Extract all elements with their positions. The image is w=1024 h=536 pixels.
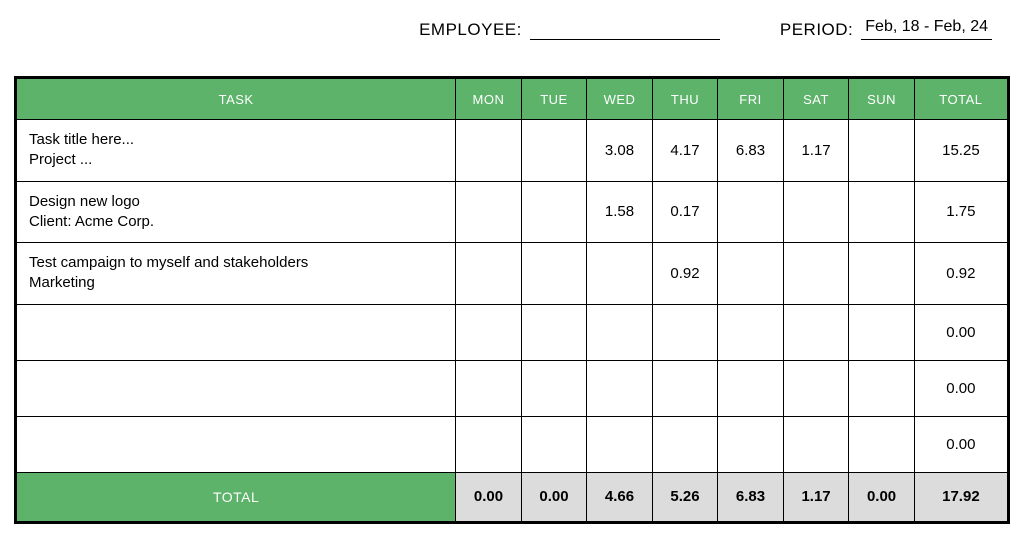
footer-grand-total: 17.92 — [914, 472, 1008, 522]
employee-field: EMPLOYEE: — [419, 18, 720, 40]
day-cell — [718, 416, 784, 472]
task-cell — [16, 360, 456, 416]
day-cell — [849, 360, 915, 416]
footer-wed: 4.66 — [587, 472, 653, 522]
day-cell — [849, 243, 915, 305]
day-cell — [456, 416, 522, 472]
task-cell: Test campaign to myself and stakeholders… — [16, 243, 456, 305]
task-cell: Task title here...Project ... — [16, 120, 456, 182]
day-cell — [783, 360, 849, 416]
header: EMPLOYEE: PERIOD: Feb, 18 - Feb, 24 — [14, 18, 1010, 40]
col-fri: FRI — [718, 78, 784, 120]
col-sun: SUN — [849, 78, 915, 120]
task-subtitle: Marketing — [29, 273, 443, 293]
footer-total-label: TOTAL — [16, 472, 456, 522]
table-footer: TOTAL 0.00 0.00 4.66 5.26 6.83 1.17 0.00… — [16, 472, 1009, 522]
row-total: 0.00 — [914, 360, 1008, 416]
footer-tue: 0.00 — [521, 472, 587, 522]
table-header: TASK MON TUE WED THU FRI SAT SUN TOTAL — [16, 78, 1009, 120]
employee-label: EMPLOYEE: — [419, 20, 522, 40]
timesheet-table: TASK MON TUE WED THU FRI SAT SUN TOTAL T… — [14, 76, 1010, 524]
day-cell: 3.08 — [587, 120, 653, 182]
day-cell — [587, 416, 653, 472]
task-cell: Design new logoClient: Acme Corp. — [16, 181, 456, 243]
employee-value[interactable] — [530, 18, 720, 40]
day-cell — [456, 304, 522, 360]
day-cell — [849, 416, 915, 472]
footer-thu: 5.26 — [652, 472, 718, 522]
footer-mon: 0.00 — [456, 472, 522, 522]
table-body: Task title here...Project ... 3.084.176.8… — [16, 120, 1009, 473]
col-task: TASK — [16, 78, 456, 120]
day-cell — [587, 243, 653, 305]
day-cell: 0.17 — [652, 181, 718, 243]
col-mon: MON — [456, 78, 522, 120]
task-title: Task title here... — [29, 130, 443, 150]
day-cell: 1.17 — [783, 120, 849, 182]
day-cell — [652, 304, 718, 360]
day-cell — [718, 304, 784, 360]
day-cell — [783, 243, 849, 305]
task-cell — [16, 416, 456, 472]
table-row: Test campaign to myself and stakeholders… — [16, 243, 1009, 305]
period-value[interactable]: Feb, 18 - Feb, 24 — [861, 18, 992, 40]
col-tue: TUE — [521, 78, 587, 120]
day-cell — [456, 181, 522, 243]
day-cell — [718, 243, 784, 305]
task-title: Test campaign to myself and stakeholders — [29, 253, 443, 273]
day-cell — [521, 360, 587, 416]
footer-fri: 6.83 — [718, 472, 784, 522]
day-cell — [652, 360, 718, 416]
task-subtitle: Client: Acme Corp. — [29, 212, 443, 232]
row-total: 1.75 — [914, 181, 1008, 243]
row-total: 15.25 — [914, 120, 1008, 182]
day-cell — [718, 360, 784, 416]
footer-sat: 1.17 — [783, 472, 849, 522]
row-total: 0.00 — [914, 416, 1008, 472]
table-row: 0.00 — [16, 416, 1009, 472]
table-row: Task title here...Project ... 3.084.176.8… — [16, 120, 1009, 182]
day-cell: 1.58 — [587, 181, 653, 243]
day-cell — [783, 304, 849, 360]
footer-sun: 0.00 — [849, 472, 915, 522]
day-cell — [521, 416, 587, 472]
day-cell — [783, 181, 849, 243]
day-cell — [783, 416, 849, 472]
period-field: PERIOD: Feb, 18 - Feb, 24 — [780, 18, 992, 40]
table-row: 0.00 — [16, 360, 1009, 416]
row-total: 0.92 — [914, 243, 1008, 305]
task-subtitle: Project ... — [29, 150, 443, 170]
day-cell — [521, 304, 587, 360]
day-cell — [849, 120, 915, 182]
col-sat: SAT — [783, 78, 849, 120]
day-cell — [521, 181, 587, 243]
day-cell — [587, 304, 653, 360]
day-cell — [652, 416, 718, 472]
table-row: Design new logoClient: Acme Corp. 1.580.1… — [16, 181, 1009, 243]
period-label: PERIOD: — [780, 20, 853, 40]
day-cell — [456, 243, 522, 305]
row-total: 0.00 — [914, 304, 1008, 360]
col-thu: THU — [652, 78, 718, 120]
day-cell: 4.17 — [652, 120, 718, 182]
table-row: 0.00 — [16, 304, 1009, 360]
day-cell — [521, 243, 587, 305]
day-cell — [456, 360, 522, 416]
day-cell — [849, 304, 915, 360]
day-cell — [718, 181, 784, 243]
day-cell — [521, 120, 587, 182]
day-cell: 0.92 — [652, 243, 718, 305]
day-cell: 6.83 — [718, 120, 784, 182]
day-cell — [456, 120, 522, 182]
task-cell — [16, 304, 456, 360]
task-title: Design new logo — [29, 192, 443, 212]
day-cell — [849, 181, 915, 243]
col-wed: WED — [587, 78, 653, 120]
day-cell — [587, 360, 653, 416]
col-total: TOTAL — [914, 78, 1008, 120]
